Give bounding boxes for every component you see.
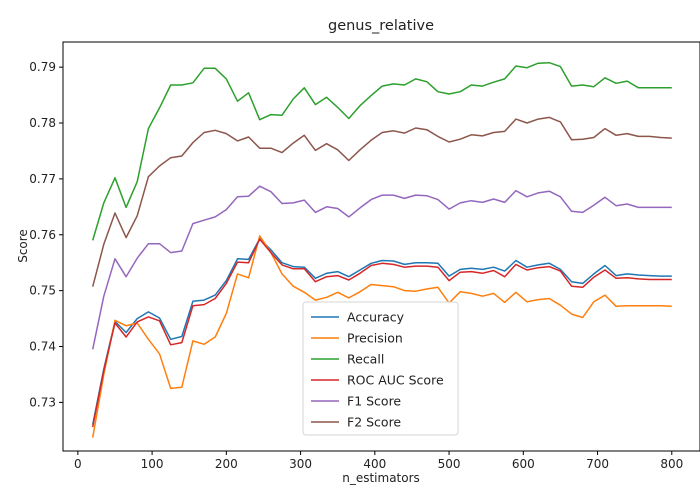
x-tick-label: 600 xyxy=(512,457,535,471)
series-line-3 xyxy=(91,238,672,428)
series-line-4 xyxy=(91,185,672,350)
series-line-5 xyxy=(91,116,672,287)
series-line-2 xyxy=(91,61,672,241)
x-tick-label: 200 xyxy=(215,457,238,471)
x-tick-label: 400 xyxy=(363,457,386,471)
x-tick-label: 100 xyxy=(141,457,164,471)
chart-title: genus_relative xyxy=(328,18,434,34)
y-tick-label: 0.77 xyxy=(29,172,56,186)
legend-label: Recall xyxy=(347,352,384,367)
series-line-0 xyxy=(91,237,672,425)
x-tick-label: 700 xyxy=(586,457,609,471)
x-tick-label: 800 xyxy=(660,457,683,471)
y-axis: 0.73 0.74 0.75 0.76 0.77 0.78 0.79 xyxy=(29,60,63,409)
series-lines xyxy=(91,61,672,438)
legend-label: F2 Score xyxy=(347,415,401,430)
y-tick-label: 0.75 xyxy=(29,284,56,298)
x-axis-title: n_estimators xyxy=(342,471,420,485)
x-tick-label: 0 xyxy=(74,457,82,471)
legend-label: Precision xyxy=(347,331,403,346)
legend: Accuracy Precision Recall ROC AUC Score F1 S… xyxy=(302,301,459,436)
legend-label: Accuracy xyxy=(347,310,405,325)
y-axis-title: Score xyxy=(16,229,30,263)
y-tick-label: 0.73 xyxy=(29,395,56,409)
x-tick-label: 500 xyxy=(438,457,461,471)
y-tick-label: 0.78 xyxy=(29,116,56,130)
y-tick-label: 0.74 xyxy=(29,340,56,354)
plot-frame xyxy=(62,41,700,452)
legend-label: F1 Score xyxy=(347,394,401,409)
legend-box xyxy=(302,301,459,436)
y-tick-label: 0.79 xyxy=(29,60,56,74)
legend-label: ROC AUC Score xyxy=(347,373,444,388)
plot-area xyxy=(62,41,700,452)
x-tick-label: 300 xyxy=(289,457,312,471)
y-tick-label: 0.76 xyxy=(29,228,56,242)
series-line-1 xyxy=(91,235,672,438)
x-axis: 0 100 200 300 400 500 600 700 800 xyxy=(74,451,683,471)
